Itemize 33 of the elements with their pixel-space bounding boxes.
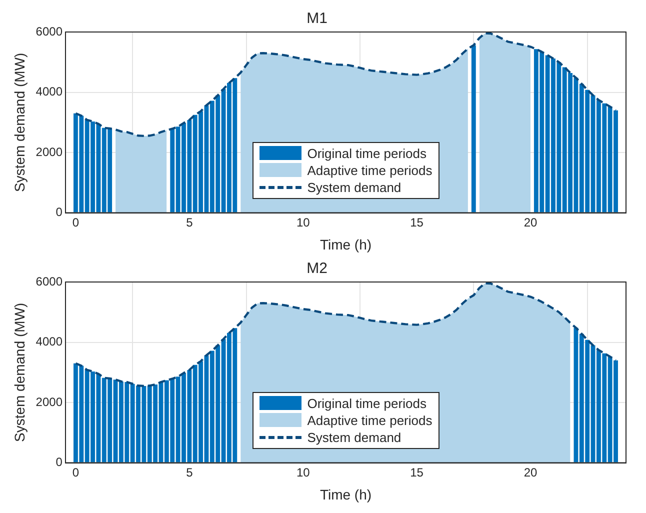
line-series xyxy=(74,282,617,388)
y-tick-label: 6000 xyxy=(36,24,63,38)
x-tick-label: 15 xyxy=(410,215,424,230)
legend-label: System demand xyxy=(307,178,402,196)
y-tick-label: 0 xyxy=(56,455,63,470)
y-tick-label: 2000 xyxy=(36,394,63,409)
x-tick-label: 0 xyxy=(72,215,80,230)
y-tick-label: 2000 xyxy=(36,144,63,159)
y-axis-title: System demand (MW) xyxy=(11,302,28,442)
x-tick-label: 10 xyxy=(296,465,310,480)
x-tick-label: 5 xyxy=(186,215,194,230)
chart-title: M2 xyxy=(306,260,328,278)
series-label: Adaptive time periods xyxy=(307,412,432,429)
y-tick-label: 4000 xyxy=(36,84,63,99)
bar xyxy=(471,45,476,212)
x-tick-label: 20 xyxy=(524,215,538,230)
x-tick-label: 5 xyxy=(186,465,194,480)
x-axis-title: Time (h) xyxy=(320,236,372,252)
line-series xyxy=(74,32,617,138)
series-label: Adaptive time periods xyxy=(307,162,432,179)
chart-title: M1 xyxy=(306,10,328,28)
y-axis-title: System demand (MW) xyxy=(11,52,28,192)
legend-label: System demand xyxy=(307,428,402,446)
x-tick-label: 20 xyxy=(524,465,538,480)
x-axis-title: Time (h) xyxy=(320,486,372,502)
y-tick-label: 6000 xyxy=(36,274,63,288)
x-tick-label: 0 xyxy=(72,465,80,480)
legend-label: Original time periods xyxy=(307,394,426,412)
legend-label: Original time periods xyxy=(307,144,426,162)
x-tick-label: 10 xyxy=(296,215,310,230)
y-tick-label: 0 xyxy=(56,205,63,220)
y-tick-label: 4000 xyxy=(36,334,63,349)
x-tick-label: 15 xyxy=(410,465,424,480)
